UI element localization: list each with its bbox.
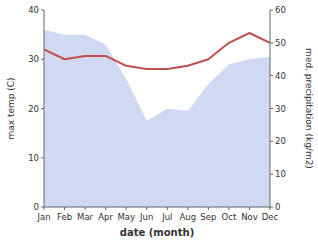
x-axis-line	[44, 207, 270, 208]
y2-tick	[270, 75, 273, 76]
x-tick	[187, 207, 188, 210]
y2-tick-label: 60	[275, 5, 286, 15]
y-tick-label: 20	[28, 104, 39, 114]
y-tick	[41, 157, 44, 158]
y2-tick	[270, 10, 273, 11]
y2-tick-label: 10	[275, 169, 286, 179]
y-tick-label: 10	[28, 153, 39, 163]
axes: JanFebMarAprMayJunJulAugSepOctNovDec0102…	[28, 5, 286, 222]
y-tick	[41, 10, 44, 11]
x-tick-label: Jan	[36, 212, 50, 222]
chart-container: JanFebMarAprMayJunJulAugSepOctNovDec0102…	[0, 0, 318, 247]
x-tick	[146, 207, 147, 210]
plot-area	[44, 30, 270, 207]
x-tick	[249, 207, 250, 210]
area	[44, 30, 270, 207]
y-tick-label: 30	[28, 54, 39, 64]
line	[44, 33, 270, 69]
y2-tick	[270, 108, 273, 109]
y2-tick-label: 50	[275, 38, 286, 48]
x-tick-label: Nov	[241, 212, 258, 222]
y2-tick	[270, 207, 273, 208]
y2-tick	[270, 174, 273, 175]
y-tick-label: 0	[34, 202, 39, 212]
y-tick	[41, 207, 44, 208]
x-tick-label: Jun	[139, 212, 153, 222]
x-tick-label: Jul	[161, 212, 172, 222]
x-tick	[85, 207, 86, 210]
y-tick	[41, 108, 44, 109]
x-tick	[126, 207, 127, 210]
chart-svg: JanFebMarAprMayJunJulAugSepOctNovDec0102…	[0, 0, 318, 247]
x-tick-label: Apr	[98, 212, 113, 222]
x-tick	[208, 207, 209, 210]
y2-tick	[270, 141, 273, 142]
x-tick-label: Sep	[200, 212, 216, 222]
y2-tick-label: 30	[275, 104, 286, 114]
y2-tick-label: 0	[275, 202, 280, 212]
x-tick-label: Dec	[262, 212, 279, 222]
x-tick-label: May	[117, 212, 135, 222]
y2-tick	[270, 42, 273, 43]
x-tick	[105, 207, 106, 210]
x-tick	[64, 207, 65, 210]
x-tick	[228, 207, 229, 210]
x-axis-label: date (month)	[120, 227, 194, 238]
y-tick	[41, 59, 44, 60]
y2-tick-label: 20	[275, 136, 286, 146]
y2-tick-label: 40	[275, 71, 286, 81]
x-tick-label: Oct	[222, 212, 237, 222]
y-tick-label: 40	[28, 5, 39, 15]
y-axis-label: max temp (C)	[6, 77, 16, 139]
x-tick-label: Feb	[57, 212, 72, 222]
x-tick-label: Aug	[180, 212, 197, 222]
y2-axis-label: med. precipitation (kg/m2)	[304, 48, 314, 169]
x-tick-label: Mar	[77, 212, 94, 222]
x-tick	[167, 207, 168, 210]
